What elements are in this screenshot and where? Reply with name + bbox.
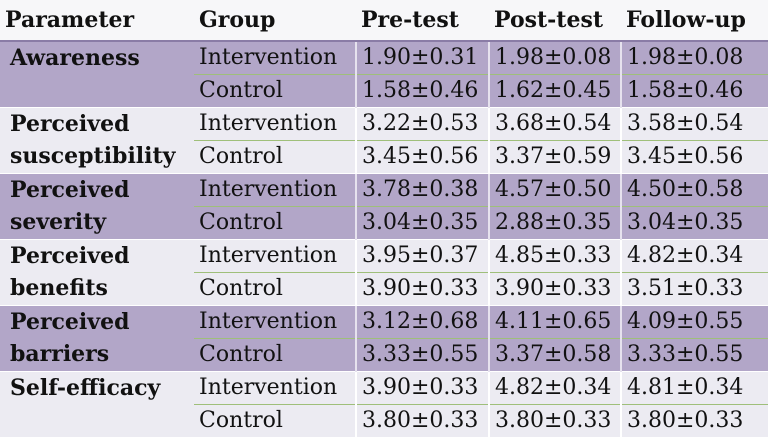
parameter-label: Perceived bbox=[10, 174, 194, 206]
group-cell: Control bbox=[194, 405, 356, 437]
group-cell: Intervention bbox=[194, 41, 356, 75]
follow-up-cell: 3.45±0.56 bbox=[621, 141, 768, 174]
post-test-cell: 2.88±0.35 bbox=[489, 207, 621, 240]
header-post-test: Post-test bbox=[489, 0, 621, 41]
pre-test-cell: 3.45±0.56 bbox=[356, 141, 489, 174]
parameter-cell: Perceived susceptibility bbox=[0, 108, 194, 174]
post-test-cell: 1.98±0.08 bbox=[489, 41, 621, 75]
group-cell: Control bbox=[194, 141, 356, 174]
parameter-label: susceptibility bbox=[10, 140, 194, 172]
follow-up-cell: 3.04±0.35 bbox=[621, 207, 768, 240]
pre-test-cell: 3.22±0.53 bbox=[356, 108, 489, 141]
group-cell: Control bbox=[194, 75, 356, 108]
table-row: Perceived susceptibility Intervention 3.… bbox=[0, 108, 768, 141]
parameter-label: Awareness bbox=[10, 42, 194, 74]
table-header: Parameter Group Pre-test Post-test Follo… bbox=[0, 0, 768, 41]
post-test-cell: 3.68±0.54 bbox=[489, 108, 621, 141]
parameter-cell: Perceived barriers bbox=[0, 306, 194, 372]
group-cell: Control bbox=[194, 273, 356, 306]
group-cell: Intervention bbox=[194, 306, 356, 339]
post-test-cell: 4.57±0.50 bbox=[489, 174, 621, 207]
group-cell: Control bbox=[194, 207, 356, 240]
table-row: Perceived barriers Intervention 3.12±0.6… bbox=[0, 306, 768, 339]
pre-test-cell: 3.04±0.35 bbox=[356, 207, 489, 240]
header-pre-test: Pre-test bbox=[356, 0, 489, 41]
group-cell: Intervention bbox=[194, 174, 356, 207]
follow-up-cell: 1.98±0.08 bbox=[621, 41, 768, 75]
group-cell: Intervention bbox=[194, 372, 356, 405]
table-row: Awareness Intervention 1.90±0.31 1.98±0.… bbox=[0, 41, 768, 75]
parameter-label: Self-efficacy bbox=[10, 372, 194, 404]
pre-test-cell: 3.12±0.68 bbox=[356, 306, 489, 339]
post-test-cell: 3.37±0.58 bbox=[489, 339, 621, 372]
header-group: Group bbox=[194, 0, 356, 41]
table-row: Self-efficacy Intervention 3.90±0.33 4.8… bbox=[0, 372, 768, 405]
header-parameter: Parameter bbox=[0, 0, 194, 41]
pre-test-cell: 3.33±0.55 bbox=[356, 339, 489, 372]
follow-up-cell: 4.82±0.34 bbox=[621, 240, 768, 273]
follow-up-cell: 3.51±0.33 bbox=[621, 273, 768, 306]
post-test-cell: 3.90±0.33 bbox=[489, 273, 621, 306]
post-test-cell: 1.62±0.45 bbox=[489, 75, 621, 108]
pre-test-cell: 1.90±0.31 bbox=[356, 41, 489, 75]
follow-up-cell: 4.09±0.55 bbox=[621, 306, 768, 339]
pre-test-cell: 3.80±0.33 bbox=[356, 405, 489, 437]
parameter-label: Perceived bbox=[10, 108, 194, 140]
group-cell: Intervention bbox=[194, 240, 356, 273]
table-row: Perceived severity Intervention 3.78±0.3… bbox=[0, 174, 768, 207]
group-cell: Intervention bbox=[194, 108, 356, 141]
parameter-label: severity bbox=[10, 206, 194, 238]
table-body: Awareness Intervention 1.90±0.31 1.98±0.… bbox=[0, 41, 768, 437]
follow-up-cell: 1.58±0.46 bbox=[621, 75, 768, 108]
pre-test-cell: 1.58±0.46 bbox=[356, 75, 489, 108]
post-test-cell: 4.82±0.34 bbox=[489, 372, 621, 405]
pre-test-cell: 3.78±0.38 bbox=[356, 174, 489, 207]
parameter-label: Perceived bbox=[10, 240, 194, 272]
parameter-cell: Perceived benefits bbox=[0, 240, 194, 306]
follow-up-cell: 3.33±0.55 bbox=[621, 339, 768, 372]
parameter-cell: Awareness bbox=[0, 41, 194, 108]
group-cell: Control bbox=[194, 339, 356, 372]
header-row: Parameter Group Pre-test Post-test Follo… bbox=[0, 0, 768, 41]
pre-test-cell: 3.90±0.33 bbox=[356, 372, 489, 405]
parameter-label: benefits bbox=[10, 272, 194, 304]
pre-test-cell: 3.95±0.37 bbox=[356, 240, 489, 273]
post-test-cell: 3.37±0.59 bbox=[489, 141, 621, 174]
follow-up-cell: 3.58±0.54 bbox=[621, 108, 768, 141]
parameter-cell: Perceived severity bbox=[0, 174, 194, 240]
parameter-label: barriers bbox=[10, 338, 194, 370]
table-row: Perceived benefits Intervention 3.95±0.3… bbox=[0, 240, 768, 273]
follow-up-cell: 4.50±0.58 bbox=[621, 174, 768, 207]
follow-up-cell: 4.81±0.34 bbox=[621, 372, 768, 405]
post-test-cell: 4.11±0.65 bbox=[489, 306, 621, 339]
parameter-label: Perceived bbox=[10, 306, 194, 338]
pre-test-cell: 3.90±0.33 bbox=[356, 273, 489, 306]
header-follow-up: Follow-up bbox=[621, 0, 768, 41]
parameter-cell: Self-efficacy bbox=[0, 372, 194, 437]
post-test-cell: 4.85±0.33 bbox=[489, 240, 621, 273]
follow-up-cell: 3.80±0.33 bbox=[621, 405, 768, 437]
post-test-cell: 3.80±0.33 bbox=[489, 405, 621, 437]
